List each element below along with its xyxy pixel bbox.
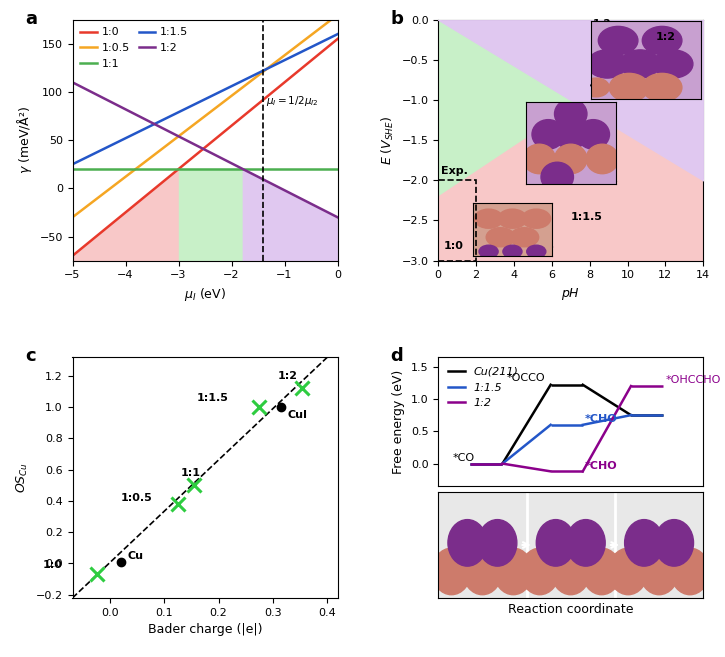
Text: b: b	[391, 10, 403, 28]
Circle shape	[448, 520, 486, 566]
1:1.5	[175, 108, 184, 116]
Circle shape	[521, 548, 559, 595]
Text: 1:0: 1:0	[43, 560, 62, 570]
Text: *CO: *CO	[452, 453, 475, 463]
1:1	[68, 165, 77, 173]
Y-axis label: $\gamma$ (meV/Å²): $\gamma$ (meV/Å²)	[14, 106, 34, 174]
1:0	[95, 230, 104, 238]
X-axis label: $pH$: $pH$	[561, 286, 580, 302]
Text: 1:2: 1:2	[593, 19, 612, 29]
1:1	[185, 165, 194, 173]
Text: *OHCCHO: *OHCCHO	[666, 375, 721, 386]
1:2	[185, 138, 194, 146]
1:0	[175, 164, 184, 172]
Circle shape	[551, 548, 590, 595]
1:1	[95, 165, 104, 173]
Text: a: a	[25, 10, 37, 28]
1:1	[334, 165, 342, 173]
Text: 1:2: 1:2	[656, 32, 676, 42]
Circle shape	[639, 548, 679, 595]
1:1.5	[95, 147, 104, 155]
Text: 1:1: 1:1	[181, 468, 201, 478]
1:0	[275, 83, 283, 91]
Text: d: d	[391, 347, 403, 365]
Text: *CHO: *CHO	[585, 415, 618, 424]
Circle shape	[609, 548, 647, 595]
1:1	[280, 165, 289, 173]
1:1	[250, 165, 259, 173]
1:0.5	[185, 124, 194, 132]
1:2	[275, 183, 283, 191]
1:2	[250, 171, 259, 179]
Circle shape	[478, 520, 517, 566]
1:0.5	[250, 74, 259, 82]
Line: 1:1.5: 1:1.5	[72, 34, 338, 164]
Circle shape	[566, 520, 605, 566]
Text: $\mu_I$$=$$1/2\mu_{I2}$: $\mu_I$$=$$1/2\mu_{I2}$	[266, 93, 319, 108]
1:2	[68, 78, 77, 86]
1:1.5	[275, 59, 283, 67]
Circle shape	[432, 548, 471, 595]
Circle shape	[655, 520, 694, 566]
Text: 1:0: 1:0	[536, 243, 555, 253]
Circle shape	[582, 548, 621, 595]
Legend: Cu(211), 1:1.5, 1:2: Cu(211), 1:1.5, 1:2	[444, 363, 523, 413]
Text: c: c	[25, 348, 36, 365]
Bar	[438, 180, 476, 261]
Text: 1:1.5: 1:1.5	[197, 393, 229, 403]
1:0.5	[280, 52, 289, 60]
Circle shape	[494, 548, 533, 595]
Line: 1:0: 1:0	[72, 39, 338, 256]
1:1.5	[68, 160, 77, 168]
Circle shape	[625, 520, 663, 566]
Text: *CHO: *CHO	[585, 461, 618, 471]
Text: CuI: CuI	[287, 410, 307, 420]
1:2	[280, 186, 289, 194]
Text: *OCCO: *OCCO	[507, 373, 545, 383]
Line: 1:0.5: 1:0.5	[72, 15, 338, 217]
1:0.5	[68, 214, 77, 221]
1:0.5	[334, 11, 342, 19]
Text: 1:1.5: 1:1.5	[571, 212, 602, 223]
Text: Exp.: Exp.	[441, 166, 468, 176]
1:0	[185, 156, 194, 164]
Y-axis label: $OS_{Cu}$: $OS_{Cu}$	[15, 462, 30, 493]
1:1	[275, 165, 283, 173]
1:0	[280, 79, 289, 87]
Text: 1:2: 1:2	[278, 371, 298, 381]
Circle shape	[536, 520, 575, 566]
1:1.5	[185, 103, 194, 111]
1:0	[250, 103, 259, 111]
1:1.5	[334, 30, 342, 38]
1:0	[68, 252, 77, 260]
Line: 1:2: 1:2	[72, 82, 338, 217]
Text: 1:1.5: 1:1.5	[589, 175, 619, 185]
Circle shape	[671, 548, 710, 595]
X-axis label: $\mu_I$ (eV): $\mu_I$ (eV)	[184, 286, 226, 303]
1:0	[334, 35, 342, 43]
1:0.5	[175, 131, 184, 139]
1:1.5	[280, 57, 289, 64]
Text: 1:0: 1:0	[444, 240, 464, 250]
Legend: 1:0, 1:0.5, 1:1, 1:1.5, 1:2: 1:0, 1:0.5, 1:1, 1:1.5, 1:2	[78, 25, 190, 71]
1:0.5	[95, 193, 104, 200]
X-axis label: Bader charge (|e|): Bader charge (|e|)	[148, 623, 262, 636]
Y-axis label: $E$ ($V_{SHE}$): $E$ ($V_{SHE}$)	[380, 116, 396, 165]
1:1	[175, 165, 184, 173]
1:0.5	[275, 55, 283, 63]
Y-axis label: Free energy (eV): Free energy (eV)	[392, 369, 405, 474]
Text: 1:0.5: 1:0.5	[121, 493, 153, 503]
1:1.5	[250, 71, 259, 79]
X-axis label: Reaction coordinate: Reaction coordinate	[508, 603, 634, 616]
Circle shape	[463, 548, 502, 595]
1:2	[334, 214, 342, 221]
1:2	[95, 92, 104, 100]
Text: Cu: Cu	[128, 551, 144, 561]
1:2	[175, 133, 184, 141]
